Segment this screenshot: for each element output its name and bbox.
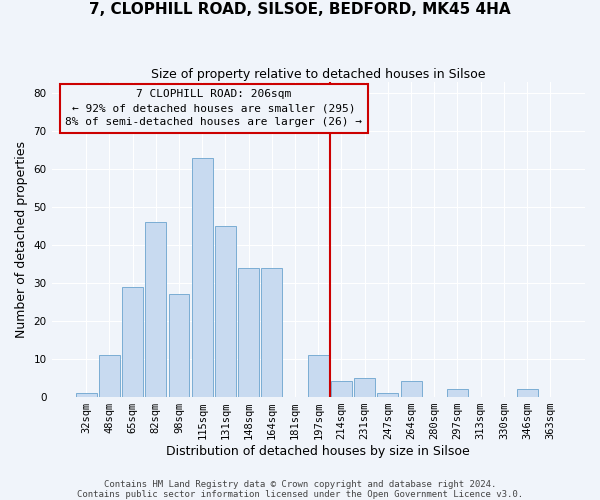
Bar bbox=[238, 268, 259, 396]
Title: Size of property relative to detached houses in Silsoe: Size of property relative to detached ho… bbox=[151, 68, 485, 80]
Bar bbox=[262, 268, 283, 396]
Bar bbox=[169, 294, 190, 396]
Bar bbox=[76, 393, 97, 396]
Bar bbox=[215, 226, 236, 396]
Bar bbox=[331, 382, 352, 396]
X-axis label: Distribution of detached houses by size in Silsoe: Distribution of detached houses by size … bbox=[166, 444, 470, 458]
Bar bbox=[354, 378, 375, 396]
Text: 7, CLOPHILL ROAD, SILSOE, BEDFORD, MK45 4HA: 7, CLOPHILL ROAD, SILSOE, BEDFORD, MK45 … bbox=[89, 2, 511, 18]
Bar bbox=[401, 382, 422, 396]
Bar bbox=[517, 389, 538, 396]
Bar bbox=[192, 158, 212, 396]
Text: 7 CLOPHILL ROAD: 206sqm
← 92% of detached houses are smaller (295)
8% of semi-de: 7 CLOPHILL ROAD: 206sqm ← 92% of detache… bbox=[65, 90, 362, 128]
Bar bbox=[447, 389, 468, 396]
Bar bbox=[308, 355, 329, 397]
Bar bbox=[377, 393, 398, 396]
Bar bbox=[145, 222, 166, 396]
Bar bbox=[99, 355, 120, 397]
Bar bbox=[122, 286, 143, 397]
Text: Contains HM Land Registry data © Crown copyright and database right 2024.
Contai: Contains HM Land Registry data © Crown c… bbox=[77, 480, 523, 499]
Y-axis label: Number of detached properties: Number of detached properties bbox=[15, 140, 28, 338]
